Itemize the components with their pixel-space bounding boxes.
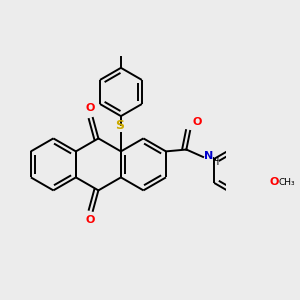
- Text: O: O: [270, 177, 279, 187]
- Text: O: O: [85, 103, 95, 113]
- Text: O: O: [85, 215, 95, 226]
- Text: CH₃: CH₃: [278, 178, 295, 188]
- Text: N: N: [204, 151, 213, 161]
- Text: S: S: [116, 119, 124, 132]
- Text: O: O: [193, 117, 202, 127]
- Text: H: H: [212, 157, 220, 166]
